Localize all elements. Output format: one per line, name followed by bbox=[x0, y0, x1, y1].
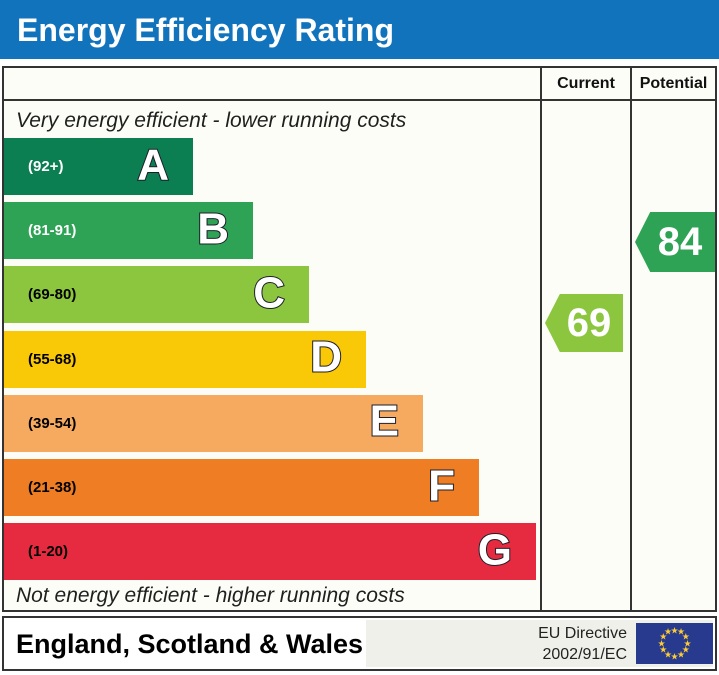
rating-table: Current Potential Very energy efficient … bbox=[2, 66, 717, 612]
band-range-label: (55-68) bbox=[28, 350, 77, 368]
eu-star-icon: ★ bbox=[681, 631, 690, 642]
band-letter: E bbox=[369, 396, 400, 446]
band-row: (55-68) D bbox=[4, 330, 366, 388]
potential-rating-pointer: 84 bbox=[635, 212, 715, 272]
band-row: (92+) A bbox=[4, 138, 193, 195]
eu-star-icon: ★ bbox=[657, 638, 666, 648]
band-range-label: (21-38) bbox=[28, 479, 77, 496]
header-divider bbox=[4, 99, 715, 101]
eu-star-icon: ★ bbox=[670, 625, 679, 635]
band-letter: C bbox=[252, 268, 286, 318]
eu-directive-line1: EU Directive bbox=[538, 625, 627, 642]
eu-flag-icon: ★ ★ ★ ★ ★ ★ ★ ★ ★ ★ ★ ★ bbox=[636, 623, 713, 664]
eu-star-icon: ★ bbox=[676, 649, 686, 660]
column-header-potential: Potential bbox=[639, 75, 708, 92]
eu-star-icon: ★ bbox=[681, 644, 690, 655]
band-letter: A bbox=[136, 140, 170, 190]
band-row: (81-91) B bbox=[4, 202, 253, 260]
band-range-label: (81-91) bbox=[28, 222, 77, 240]
page-title: Energy Efficiency Rating bbox=[17, 12, 394, 48]
title-bar: Energy Efficiency Rating bbox=[0, 0, 719, 59]
current-rating-pointer: 69 bbox=[545, 294, 623, 352]
band-range-label: (69-80) bbox=[28, 286, 77, 304]
band-range-label: (39-54) bbox=[28, 414, 77, 432]
eu-directive-line2: 2002/91/EC bbox=[542, 646, 627, 663]
eu-star-icon: ★ bbox=[683, 638, 692, 648]
eu-star-icon: ★ bbox=[676, 626, 686, 637]
band-letter: B bbox=[196, 204, 230, 254]
footer-bar: England, Scotland & Wales EU Directive 2… bbox=[2, 616, 717, 671]
eu-star-icon: ★ bbox=[659, 644, 668, 655]
column-divider-current bbox=[540, 68, 542, 610]
band-row: (21-38) F bbox=[4, 459, 479, 516]
band-letter: F bbox=[427, 461, 456, 511]
band-range-label: (1-20) bbox=[28, 543, 69, 561]
region-label: England, Scotland & Wales bbox=[16, 629, 364, 659]
column-header-current: Current bbox=[557, 75, 615, 92]
eu-star-icon: ★ bbox=[670, 651, 679, 661]
band-row: (1-20) G bbox=[4, 523, 536, 581]
top-note: Very energy efficient - lower running co… bbox=[16, 109, 407, 132]
bottom-note: Not energy efficient - higher running co… bbox=[16, 584, 405, 607]
eu-star-icon: ★ bbox=[663, 626, 673, 637]
band-letter: G bbox=[477, 525, 513, 575]
column-divider-potential bbox=[630, 68, 632, 610]
potential-rating-value: 84 bbox=[657, 219, 703, 264]
band-row: (39-54) E bbox=[4, 394, 423, 452]
eu-star-icon: ★ bbox=[663, 649, 673, 660]
current-rating-value: 69 bbox=[566, 300, 612, 345]
eu-star-icon: ★ bbox=[659, 631, 668, 642]
band-row: (69-80) C bbox=[4, 266, 309, 324]
band-letter: D bbox=[309, 332, 343, 382]
eu-directive-label: EU Directive 2002/91/EC bbox=[424, 623, 627, 665]
band-range-label: (92+) bbox=[28, 158, 64, 175]
